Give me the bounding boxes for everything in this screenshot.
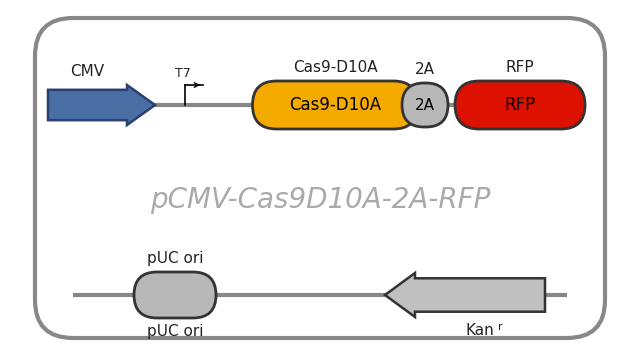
Text: pCMV-Cas9D10A-2A-RFP: pCMV-Cas9D10A-2A-RFP <box>150 186 490 214</box>
Polygon shape <box>385 273 545 317</box>
Text: pUC ori: pUC ori <box>147 324 204 339</box>
FancyBboxPatch shape <box>402 83 448 127</box>
Text: Kan: Kan <box>466 323 494 338</box>
Text: r: r <box>498 322 502 332</box>
Text: 2A: 2A <box>415 97 435 113</box>
Text: RFP: RFP <box>504 96 536 114</box>
FancyBboxPatch shape <box>253 81 417 129</box>
Text: pUC ori: pUC ori <box>147 251 204 266</box>
Text: CMV: CMV <box>70 64 104 79</box>
FancyBboxPatch shape <box>134 272 216 318</box>
Polygon shape <box>48 85 155 125</box>
Text: Cas9-D10A: Cas9-D10A <box>289 96 381 114</box>
FancyBboxPatch shape <box>455 81 585 129</box>
Text: Cas9-D10A: Cas9-D10A <box>292 60 378 75</box>
Text: T7: T7 <box>175 67 191 80</box>
Text: 2A: 2A <box>415 62 435 77</box>
Text: RFP: RFP <box>506 60 534 75</box>
